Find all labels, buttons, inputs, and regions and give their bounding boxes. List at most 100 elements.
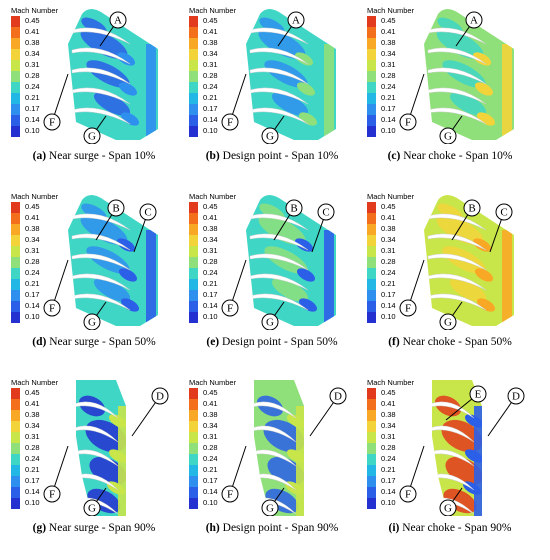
colorbar-swatch [189, 93, 198, 104]
contour-region [298, 298, 318, 312]
svg-text:G: G [444, 317, 452, 329]
outlet-region [296, 406, 304, 516]
contour-region [118, 82, 138, 96]
colorbar-tick-label: 0.38 [203, 224, 218, 233]
svg-text:D: D [334, 391, 342, 403]
colorbar-tick-label: 0.21 [203, 279, 218, 288]
colorbar-swatch [189, 476, 198, 487]
colorbar-swatch [11, 388, 20, 399]
colorbar-swatch [189, 60, 198, 71]
colorbar-tick-label: 0.24 [203, 82, 218, 91]
contour-region [296, 82, 316, 96]
colorbar-tick-label: 0.28 [381, 443, 396, 452]
svg-text:F: F [227, 117, 233, 129]
blade [71, 293, 131, 311]
blade [427, 67, 487, 85]
colorbar-tick-label: 0.34 [25, 49, 40, 58]
contour-region [449, 278, 487, 302]
callout-f: F [221, 445, 247, 503]
panel-caption: (d) Near surge - Span 50% [8, 336, 180, 348]
contour-region [271, 92, 309, 116]
colorbar-tick-label: 0.31 [381, 246, 396, 255]
colorbar-tick-label: 0.38 [25, 38, 40, 47]
colorbar-swatch [11, 410, 20, 421]
colorbar-swatch [189, 126, 198, 137]
callout-c: C [489, 203, 513, 253]
colorbar-swatch [189, 290, 198, 301]
panel-tag: (f) [388, 336, 400, 348]
colorbar-tick-label: 0.17 [25, 104, 40, 113]
colorbar-tick-label: 0.28 [25, 257, 40, 266]
colorbar-tick-label: 0.31 [25, 246, 40, 255]
contour-region [449, 92, 487, 116]
contour-region [116, 238, 136, 252]
colorbar-swatch [367, 432, 376, 443]
svg-text:B: B [468, 203, 475, 215]
colorbar-tick-label: 0.28 [203, 257, 218, 266]
colorbar-title: Mach Number [367, 378, 415, 387]
mach-contour-plot: D F G [43, 380, 169, 516]
colorbar-swatch [189, 246, 198, 257]
svg-text:G: G [88, 503, 96, 515]
colorbar-swatch [367, 16, 376, 27]
colorbar-tick-label: 0.45 [203, 16, 218, 25]
colorbar-swatch [11, 224, 20, 235]
contour-region [474, 82, 494, 96]
colorbar-swatch [367, 71, 376, 82]
outlet-region [118, 406, 126, 516]
figure-panel: E D F G Mach Number 0.45 0.41 0.38 0.34 0.31 0.28 0… [364, 376, 536, 541]
panel-caption-text: Near surge - Span 10% [46, 150, 156, 162]
svg-text:C: C [322, 207, 329, 219]
colorbar-tick-label: 0.34 [25, 235, 40, 244]
colorbar-tick-label: 0.34 [381, 49, 396, 58]
contour-region [93, 278, 131, 302]
colorbar-swatch [189, 399, 198, 410]
mach-contour-plot: B C F G [221, 195, 336, 330]
colorbar-swatch [367, 49, 376, 60]
colorbar-swatch [11, 104, 20, 115]
colorbar-title: Mach Number [367, 6, 415, 15]
colorbar-tick-label: 0.17 [25, 476, 40, 485]
colorbar-tick-label: 0.14 [381, 115, 396, 124]
figure-panel: A F G Mach Number 0.45 0.41 0.38 0.34 0.31 0.28 0.… [186, 4, 358, 169]
colorbar-title: Mach Number [189, 6, 237, 15]
colorbar-tick-label: 0.28 [381, 71, 396, 80]
contour-region [474, 268, 494, 282]
colorbar: 0.45 0.41 0.38 0.34 0.31 0.28 0.24 0.21 0.17 0.14… [11, 202, 40, 323]
colorbar-swatch [189, 71, 198, 82]
colorbar-swatch [11, 421, 20, 432]
callout-g: G [261, 115, 285, 144]
colorbar-swatch [189, 16, 198, 27]
colorbar-tick-label: 0.31 [203, 246, 218, 255]
blade [427, 253, 487, 271]
colorbar-swatch [11, 38, 20, 49]
callout-g: G [439, 115, 463, 144]
colorbar-tick-label: 0.14 [203, 487, 218, 496]
colorbar-tick-label: 0.31 [25, 432, 40, 441]
mach-contour-plot: A F G [43, 9, 158, 144]
colorbar-swatch [189, 115, 198, 126]
colorbar-swatch [189, 38, 198, 49]
colorbar-title: Mach Number [189, 378, 237, 387]
colorbar-swatch [189, 454, 198, 465]
colorbar-swatch [11, 213, 20, 224]
colorbar-swatch [189, 257, 198, 268]
blade [71, 273, 131, 291]
colorbar: 0.45 0.41 0.38 0.34 0.31 0.28 0.24 0.21 0.17 0.14… [189, 202, 218, 323]
callout-f: F [43, 259, 69, 317]
colorbar-swatch [367, 213, 376, 224]
colorbar-tick-label: 0.28 [25, 443, 40, 452]
svg-text:D: D [156, 391, 164, 403]
colorbar-swatch [11, 498, 20, 509]
colorbar-tick-label: 0.24 [203, 454, 218, 463]
colorbar-tick-label: 0.10 [203, 312, 218, 321]
colorbar-swatch [367, 257, 376, 268]
panel-caption-text: Design point - Span 90% [219, 522, 339, 534]
colorbar-swatch [367, 388, 376, 399]
blade [249, 87, 309, 105]
colorbar-swatch [189, 279, 198, 290]
colorbar-swatch [11, 454, 20, 465]
svg-text:G: G [266, 131, 274, 143]
colorbar-swatch [189, 49, 198, 60]
callout-g: G [439, 487, 463, 516]
